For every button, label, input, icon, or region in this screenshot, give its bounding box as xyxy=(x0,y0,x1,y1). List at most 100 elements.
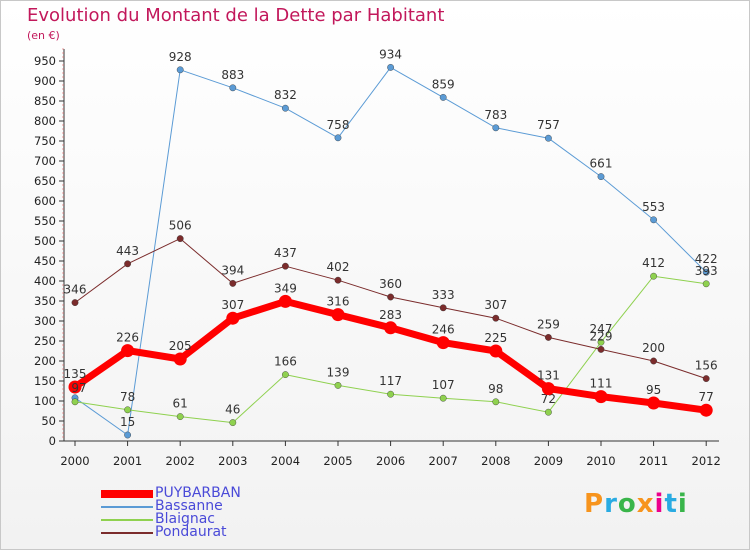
data-label: 758 xyxy=(327,118,350,132)
data-point-blaignac xyxy=(281,371,289,378)
legend-swatch xyxy=(101,505,153,508)
data-point-puybarban xyxy=(173,352,187,366)
data-label: 111 xyxy=(590,377,613,391)
data-point-puybarban xyxy=(68,380,82,394)
logo-letter: P xyxy=(584,489,605,519)
y-tick-label: 750 xyxy=(34,134,56,148)
data-label: 394 xyxy=(221,263,244,277)
x-tick-label: 2007 xyxy=(429,454,458,468)
y-tick-label: 400 xyxy=(34,274,56,288)
data-label: 859 xyxy=(432,77,455,91)
logo-letter: o xyxy=(617,489,637,519)
logo-letter: x xyxy=(636,489,655,519)
data-point-blaignac xyxy=(702,280,710,288)
data-point-pondaurat xyxy=(387,293,394,301)
y-tick-label: 200 xyxy=(34,354,56,368)
data-point-blaignac xyxy=(439,394,447,402)
proxiti-logo: Proxiti xyxy=(584,489,688,519)
data-point-blaignac xyxy=(176,413,184,420)
data-point-puybarban xyxy=(278,294,292,308)
data-label: 928 xyxy=(169,50,192,64)
legend-item-pondaurat: Pondaurat xyxy=(101,524,241,540)
x-tick-label: 2004 xyxy=(271,454,300,468)
data-point-blaignac xyxy=(334,381,342,389)
data-label: 506 xyxy=(169,219,192,233)
data-label: 553 xyxy=(642,200,665,214)
y-tick-label: 150 xyxy=(34,374,56,388)
data-point-pondaurat xyxy=(281,262,289,270)
data-label: 247 xyxy=(590,322,613,336)
data-point-pondaurat xyxy=(597,345,605,353)
data-point-pondaurat xyxy=(439,304,447,312)
data-label: 98 xyxy=(488,382,503,396)
data-label: 422 xyxy=(695,252,718,266)
data-point-blaignac xyxy=(597,338,605,346)
data-label: 934 xyxy=(379,47,402,61)
data-label: 200 xyxy=(642,341,665,355)
data-label: 307 xyxy=(221,298,244,312)
y-tick-label: 650 xyxy=(34,174,56,188)
data-point-pondaurat xyxy=(71,299,79,306)
logo-letter: t xyxy=(664,489,678,519)
data-label: 333 xyxy=(432,288,455,302)
x-tick-label: 2011 xyxy=(639,454,668,468)
data-point-pondaurat xyxy=(229,279,237,287)
chart-title: Evolution du Montant de la Dette par Hab… xyxy=(27,5,445,26)
data-label: 393 xyxy=(695,264,718,278)
legend-swatch xyxy=(101,531,153,534)
data-label: 259 xyxy=(537,317,560,331)
y-tick-label: 900 xyxy=(34,74,56,88)
x-tick-label: 2000 xyxy=(60,454,89,468)
data-point-blaignac xyxy=(650,272,657,280)
data-point-puybarban xyxy=(541,382,555,396)
data-label: 307 xyxy=(484,298,507,312)
data-point-puybarban xyxy=(384,321,398,335)
data-point-puybarban xyxy=(331,308,345,322)
data-point-pondaurat xyxy=(492,314,500,322)
legend-label: PUYBARBAN xyxy=(155,485,241,501)
data-point-puybarban xyxy=(647,396,661,410)
legend-label: Blaignac xyxy=(155,511,215,527)
chart-legend: PUYBARBAN Bassanne Blaignac Pondaurat xyxy=(101,485,241,540)
data-point-puybarban xyxy=(226,311,240,325)
x-tick-label: 2001 xyxy=(113,454,142,468)
data-label: 139 xyxy=(327,365,350,379)
data-point-bassanne xyxy=(387,64,394,71)
data-label: 61 xyxy=(173,397,188,411)
y-tick-label: 850 xyxy=(34,94,56,108)
data-label: 883 xyxy=(221,68,244,82)
legend-label: Pondaurat xyxy=(155,524,227,540)
data-point-bassanne xyxy=(281,104,289,112)
data-label: 97 xyxy=(71,381,86,395)
x-tick-label: 2003 xyxy=(218,454,247,468)
x-tick-label: 2009 xyxy=(534,454,563,468)
y-tick-label: 500 xyxy=(34,234,56,248)
data-point-blaignac xyxy=(387,390,394,398)
data-point-pondaurat xyxy=(124,260,132,268)
data-label: 78 xyxy=(120,390,135,404)
data-label: 225 xyxy=(484,331,507,345)
x-tick-label: 2010 xyxy=(586,454,615,468)
data-label: 107 xyxy=(432,378,455,392)
data-label: 346 xyxy=(64,283,87,297)
data-point-puybarban xyxy=(594,390,608,404)
data-label: 226 xyxy=(116,331,139,345)
data-label: 316 xyxy=(327,295,350,309)
x-tick-label: 2012 xyxy=(692,454,721,468)
data-label: 283 xyxy=(379,308,402,322)
data-label: 783 xyxy=(484,108,507,122)
logo-letter: r xyxy=(604,489,618,519)
data-label: 15 xyxy=(120,415,135,429)
data-point-pondaurat xyxy=(650,357,657,365)
x-tick-label: 2005 xyxy=(323,454,352,468)
data-point-bassanne xyxy=(124,431,132,439)
data-label: 72 xyxy=(541,392,556,406)
y-tick-label: 450 xyxy=(34,254,56,268)
data-label: 156 xyxy=(695,359,718,373)
x-tick-label: 2006 xyxy=(376,454,405,468)
data-point-puybarban xyxy=(699,403,713,417)
data-label: 95 xyxy=(646,383,661,397)
y-tick-label: 50 xyxy=(41,414,56,428)
data-point-pondaurat xyxy=(702,375,710,382)
